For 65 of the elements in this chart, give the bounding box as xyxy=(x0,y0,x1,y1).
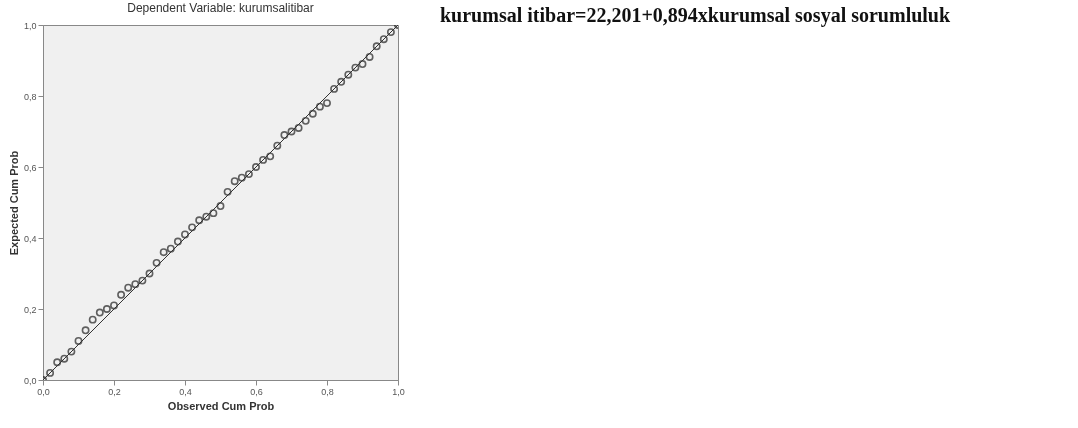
y-tick-label: 0,6 xyxy=(23,162,37,173)
x-tick-label: 1,0 xyxy=(392,386,405,397)
x-tick-label: 0,0 xyxy=(37,386,50,397)
point xyxy=(60,354,69,363)
point xyxy=(74,336,83,345)
point xyxy=(53,358,62,367)
x-axis-title: Observed Cum Prob xyxy=(167,399,275,412)
point xyxy=(110,301,118,310)
point xyxy=(188,223,197,232)
point xyxy=(46,368,55,377)
point xyxy=(237,173,246,182)
y-tick-label: 0,8 xyxy=(23,91,37,102)
point xyxy=(344,70,353,79)
point xyxy=(337,77,346,86)
point xyxy=(145,269,154,278)
point xyxy=(365,52,374,61)
point xyxy=(351,63,360,72)
point xyxy=(308,109,317,118)
point xyxy=(252,163,260,171)
point xyxy=(273,141,282,150)
point xyxy=(67,347,76,356)
point xyxy=(152,258,161,267)
point xyxy=(173,237,182,246)
x-tick-label: 0,8 xyxy=(321,386,334,397)
x-tick-label: 0,2 xyxy=(108,386,121,397)
point xyxy=(159,248,168,257)
y-tick-label: 0,2 xyxy=(23,304,37,315)
point xyxy=(81,326,90,335)
point xyxy=(301,116,310,125)
point xyxy=(266,152,275,161)
point xyxy=(88,315,97,324)
point xyxy=(315,102,324,111)
point xyxy=(202,212,211,221)
y-tick-label: 0,0 xyxy=(23,375,37,386)
point xyxy=(138,276,147,285)
point xyxy=(294,123,303,132)
point xyxy=(124,283,133,292)
point xyxy=(223,187,232,196)
point xyxy=(117,290,126,299)
point xyxy=(209,209,218,218)
point xyxy=(195,216,204,225)
point xyxy=(102,305,111,313)
y-tick-label: 0,4 xyxy=(23,233,37,244)
point xyxy=(386,28,395,37)
point xyxy=(287,127,296,136)
text: kurumsal itibar=22,201+0,894xkurumsal sosyal sorumluluk xyxy=(440,4,951,27)
y-tick-label: 1,0 xyxy=(23,20,37,31)
point xyxy=(372,42,381,51)
point xyxy=(323,99,331,108)
point xyxy=(280,131,289,140)
point xyxy=(131,280,140,289)
point xyxy=(244,170,253,179)
chart-title: Dependent Variable: kurumsalitibar xyxy=(127,1,314,15)
point xyxy=(230,177,239,186)
point xyxy=(259,155,268,164)
x-tick-label: 0,4 xyxy=(179,386,192,397)
point xyxy=(216,202,225,211)
point xyxy=(181,230,189,239)
point xyxy=(95,308,104,317)
point xyxy=(166,244,175,253)
point xyxy=(330,84,339,93)
y-axis-title: Expected Cum Prob xyxy=(7,150,20,256)
x-tick-label: 0,6 xyxy=(250,386,263,397)
point xyxy=(379,35,388,44)
point xyxy=(358,60,367,69)
